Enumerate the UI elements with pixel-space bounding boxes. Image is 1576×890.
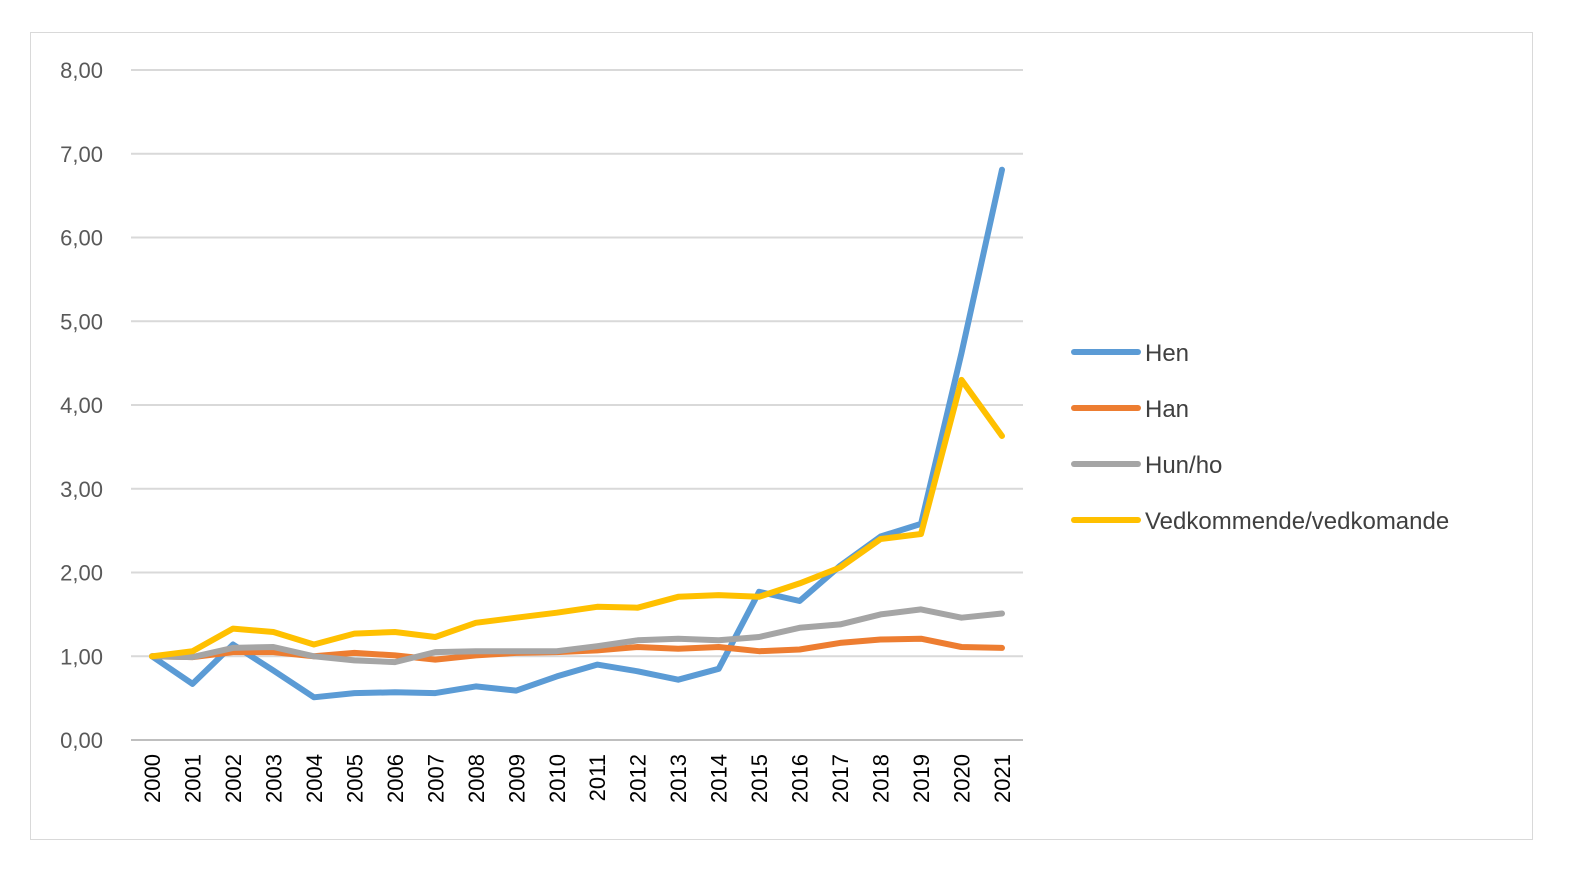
- y-tick-label: 1,00: [60, 644, 103, 669]
- legend-label: Hun/ho: [1145, 452, 1222, 479]
- y-tick-label: 2,00: [60, 561, 103, 586]
- series-lines: [149, 166, 1005, 701]
- y-tick-label: 4,00: [60, 393, 103, 418]
- x-tick-label: 2018: [869, 754, 894, 803]
- x-tick-label: 2021: [990, 754, 1015, 803]
- x-tick-label: 2002: [221, 754, 246, 803]
- y-axis-ticks: 0,00 1,00 2,00 3,00 4,00 5,00 6,00 7,00 8,00: [60, 58, 103, 753]
- legend-label: Hen: [1145, 340, 1189, 367]
- series-line-2: [149, 606, 1005, 666]
- series-line-3: [149, 376, 1005, 660]
- x-tick-label: 2001: [180, 754, 205, 803]
- line-chart: 0,00 1,00 2,00 3,00 4,00 5,00 6,00 7,00 8,00 200…: [60, 58, 1449, 803]
- x-tick-label: 2017: [828, 754, 853, 803]
- legend-label: Vedkommende/vedkomande: [1145, 508, 1449, 535]
- legend: Hen Han Hun/ho Vedkommende/vedkomande: [1071, 340, 1449, 535]
- legend-label: Han: [1145, 396, 1189, 423]
- x-tick-label: 2003: [261, 754, 286, 803]
- y-tick-label: 6,00: [60, 226, 103, 251]
- x-tick-label: 2010: [545, 754, 570, 803]
- x-tick-label: 2005: [342, 754, 367, 803]
- x-tick-label: 2009: [504, 754, 529, 803]
- x-tick-label: 2000: [140, 754, 165, 803]
- x-tick-label: 2008: [464, 754, 489, 803]
- y-tick-label: 5,00: [60, 309, 103, 334]
- x-tick-label: 2004: [302, 754, 327, 803]
- y-tick-label: 7,00: [60, 142, 103, 167]
- x-tick-label: 2019: [909, 754, 934, 803]
- x-tick-label: 2011: [585, 754, 610, 801]
- gridlines: [131, 69, 1023, 741]
- chart-frame: 0,00 1,00 2,00 3,00 4,00 5,00 6,00 7,00 8,00 200…: [30, 32, 1533, 840]
- x-tick-label: 2012: [626, 754, 651, 803]
- x-tick-label: 2013: [666, 754, 691, 803]
- y-tick-label: 8,00: [60, 58, 103, 83]
- y-tick-label: 0,00: [60, 728, 103, 753]
- x-tick-label: 2007: [423, 754, 448, 803]
- x-axis-ticks: 2000 2001 2002 2003 2004 2005 2006 2007 2008 2009…: [140, 754, 1015, 803]
- x-tick-label: 2020: [950, 754, 975, 803]
- x-tick-label: 2014: [707, 754, 732, 803]
- x-tick-label: 2015: [747, 754, 772, 803]
- x-tick-label: 2006: [383, 754, 408, 803]
- x-tick-label: 2016: [788, 754, 813, 803]
- y-tick-label: 3,00: [60, 477, 103, 502]
